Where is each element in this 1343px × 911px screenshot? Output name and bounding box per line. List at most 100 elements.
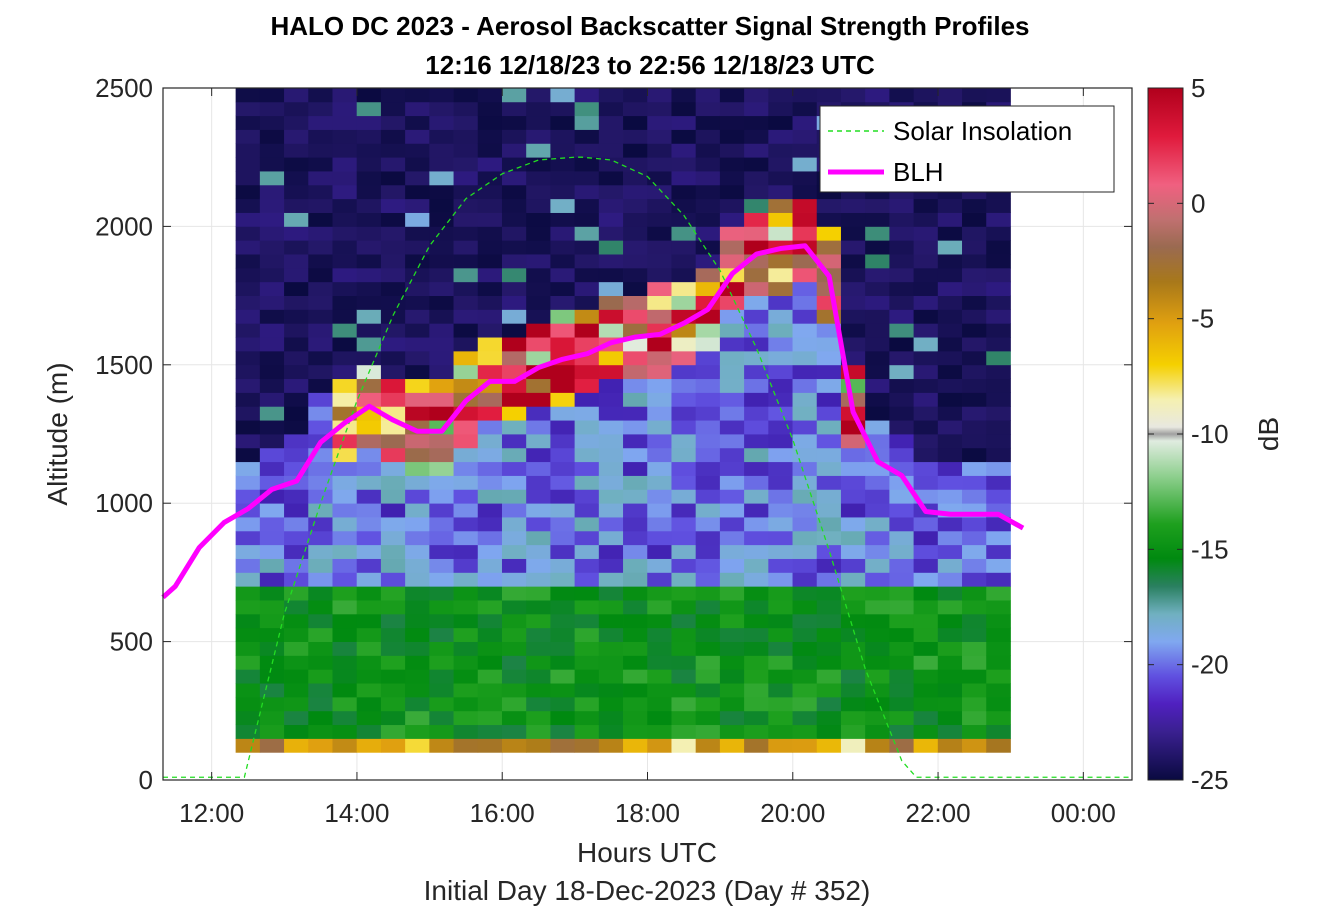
heatmap-cell	[259, 295, 285, 310]
heatmap-cell	[889, 586, 914, 601]
heatmap-cell	[816, 627, 842, 642]
heatmap-cell	[380, 88, 406, 103]
heatmap-cell	[284, 503, 309, 518]
heatmap-cell	[744, 530, 769, 546]
heatmap-cell	[501, 281, 527, 296]
heatmap-cell	[913, 392, 939, 407]
heatmap-cell	[429, 143, 454, 158]
heatmap-cell	[308, 254, 333, 269]
heatmap-cell	[453, 378, 479, 393]
heatmap-cell	[840, 517, 866, 532]
heatmap-cell	[792, 503, 818, 518]
heatmap-cell	[840, 683, 866, 698]
heatmap-cell	[937, 655, 963, 670]
heatmap-cell	[405, 323, 430, 338]
colorbar-tick-label: 5	[1191, 73, 1205, 103]
heatmap-cell	[429, 198, 454, 213]
heatmap-cell	[284, 406, 309, 421]
heatmap-cell	[719, 157, 745, 172]
heatmap-cell	[695, 627, 721, 642]
heatmap-cell	[501, 88, 527, 103]
heatmap-cell	[865, 627, 890, 642]
heatmap-cell	[284, 240, 309, 255]
heatmap-cell	[501, 489, 527, 504]
heatmap-cell	[744, 115, 769, 130]
heatmap-cell	[598, 489, 624, 504]
heatmap-cell	[744, 434, 769, 449]
heatmap-cell	[792, 129, 818, 144]
heatmap-cell	[526, 295, 551, 310]
heatmap-cell	[259, 240, 285, 255]
heatmap-cell	[380, 323, 406, 338]
heatmap-cell	[623, 530, 648, 546]
heatmap-cell	[840, 378, 866, 393]
heatmap-cell	[719, 350, 745, 366]
heatmap-cell	[380, 461, 406, 476]
heatmap-cell	[356, 544, 382, 559]
heatmap-cell	[332, 88, 358, 103]
x-tick-label: 18:00	[615, 798, 680, 828]
heatmap-cell	[671, 738, 697, 753]
heatmap-cell	[429, 101, 454, 117]
heatmap-cell	[695, 641, 721, 656]
heatmap-cell	[623, 724, 648, 739]
heatmap-cell	[647, 198, 672, 213]
heatmap-cell	[986, 489, 1011, 504]
heatmap-cell	[768, 350, 793, 366]
heatmap-cell	[550, 143, 576, 158]
heatmap-cell	[405, 572, 430, 587]
heatmap-cell	[719, 572, 745, 587]
heatmap-cell	[647, 101, 672, 117]
heatmap-cell	[647, 281, 672, 296]
heatmap-cell	[840, 586, 866, 601]
heatmap-cell	[550, 558, 576, 573]
heatmap-cell	[405, 115, 430, 130]
heatmap-cell	[671, 600, 697, 615]
heatmap-cell	[719, 655, 745, 670]
heatmap-cell	[526, 503, 551, 518]
heatmap-cell	[550, 295, 576, 310]
heatmap-cell	[719, 627, 745, 642]
heatmap-cell	[477, 157, 503, 172]
heatmap-cell	[429, 696, 454, 712]
heatmap-cell	[526, 143, 551, 158]
heatmap-cell	[816, 641, 842, 656]
heatmap-cell	[962, 710, 987, 726]
heatmap-cell	[405, 710, 430, 726]
heatmap-cell	[744, 586, 769, 601]
heatmap-cell	[695, 475, 721, 490]
heatmap-cell	[259, 171, 285, 186]
heatmap-cell	[405, 184, 430, 200]
heatmap-cell	[840, 530, 866, 546]
heatmap-cell	[308, 710, 333, 726]
heatmap-cell	[235, 157, 261, 172]
heatmap-cell	[962, 572, 987, 587]
heatmap-cell	[937, 710, 963, 726]
heatmap-cell	[768, 378, 793, 393]
heatmap-cell	[235, 669, 261, 684]
heatmap-cell	[598, 696, 624, 712]
heatmap-cell	[744, 627, 769, 642]
heatmap-cell	[695, 503, 721, 518]
heatmap-cell	[865, 572, 890, 587]
heatmap-cell	[526, 267, 551, 283]
heatmap-cell	[889, 434, 914, 449]
heatmap-cell	[501, 115, 527, 130]
heatmap-cell	[889, 544, 914, 559]
heatmap-cell	[889, 696, 914, 712]
heatmap-cell	[986, 696, 1011, 712]
heatmap-cell	[719, 184, 745, 200]
heatmap-cell	[840, 434, 866, 449]
heatmap-cell	[695, 350, 721, 366]
heatmap-cell	[623, 157, 648, 172]
heatmap-cell	[623, 212, 648, 227]
heatmap-cell	[526, 447, 551, 463]
heatmap-cell	[623, 392, 648, 407]
heatmap-cell	[259, 406, 285, 421]
heatmap-cell	[284, 530, 309, 546]
heatmap-cell	[840, 613, 866, 629]
heatmap-cell	[574, 558, 600, 573]
heatmap-cell	[840, 489, 866, 504]
heatmap-cell	[501, 669, 527, 684]
heatmap-cell	[356, 696, 382, 712]
